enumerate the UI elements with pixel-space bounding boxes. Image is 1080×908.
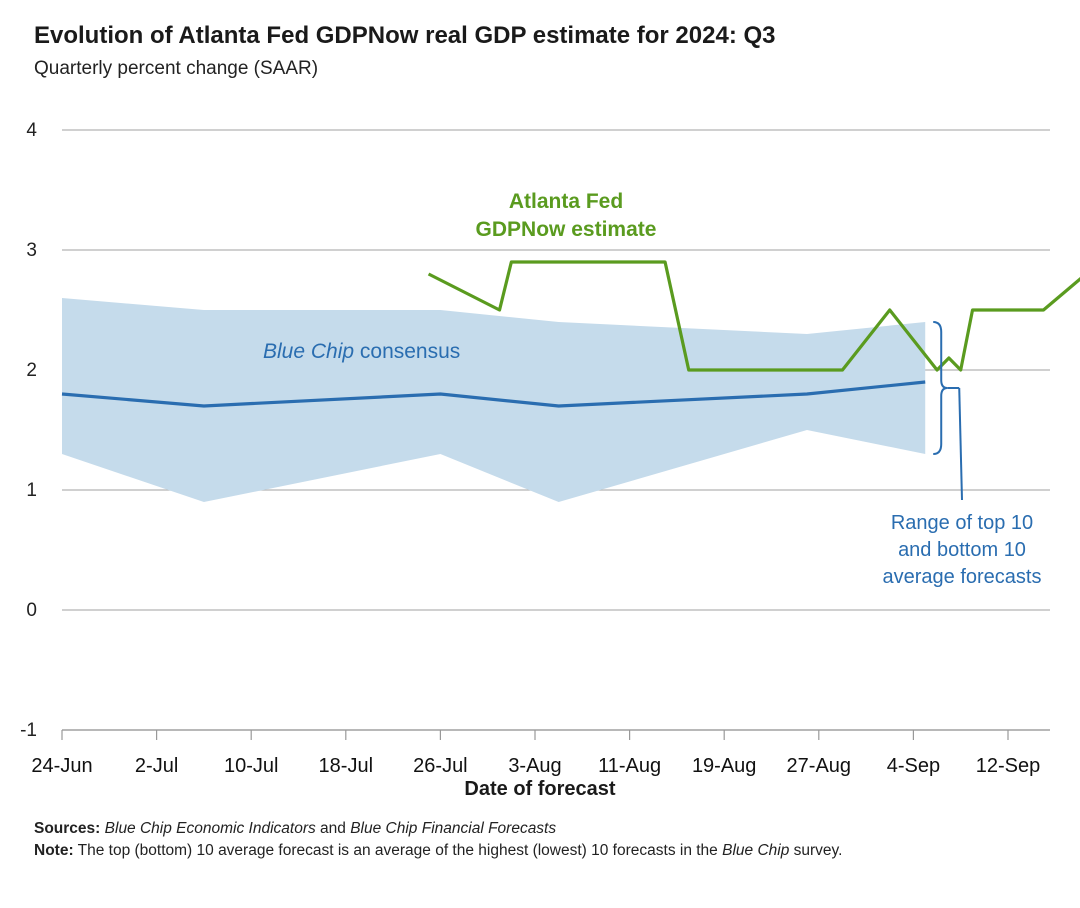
x-tick-label: 24-Jun	[31, 755, 92, 777]
consensus-label-italic: Blue Chip	[263, 340, 354, 363]
sources-text-1: Blue Chip Economic Indicators	[104, 820, 316, 837]
sources-line: Sources: Blue Chip Economic Indicators a…	[34, 818, 1054, 840]
x-tick-label: 2-Jul	[135, 755, 178, 777]
note-text: The top (bottom) 10 average forecast is …	[73, 842, 723, 859]
y-tick-label: 0	[26, 600, 37, 621]
x-tick-label: 4-Sep	[887, 755, 940, 777]
y-tick-label: -1	[20, 720, 37, 741]
x-tick-label: 19-Aug	[692, 755, 757, 777]
range-label-line2: and bottom 10	[898, 539, 1026, 561]
x-tick-label: 27-Aug	[787, 755, 852, 777]
x-tick-label: 11-Aug	[598, 755, 661, 777]
gdpnow-label-line1: Atlanta Fed	[509, 190, 623, 213]
sources-and: and	[315, 820, 351, 837]
range-label-line1: Range of top 10	[891, 512, 1033, 534]
note-label: Note:	[34, 842, 74, 859]
note-line: Note: The top (bottom) 10 average foreca…	[34, 840, 1054, 862]
x-tick-label: 26-Jul	[413, 755, 467, 777]
y-tick-label: 4	[26, 120, 37, 141]
x-tick-label: 10-Jul	[224, 755, 278, 777]
x-axis-label: Date of forecast	[464, 778, 616, 800]
sources-text-2: Blue Chip Financial Forecasts	[350, 820, 557, 837]
y-tick-label: 1	[26, 480, 37, 501]
range-pointer-line	[958, 387, 963, 501]
gdpnow-label-line2: GDPNow estimate	[476, 218, 657, 241]
note-end: survey.	[789, 842, 843, 859]
x-tick-label: 3-Aug	[508, 755, 561, 777]
chart-subtitle: Quarterly percent change (SAAR)	[34, 58, 319, 79]
gdpnow-line	[427, 260, 1080, 372]
x-tick-label: 18-Jul	[319, 755, 373, 777]
y-tick-label: 3	[26, 240, 37, 261]
chart-notes: Sources: Blue Chip Economic Indicators a…	[34, 818, 1054, 862]
y-tick-label: 2	[26, 360, 37, 381]
x-tick-label: 12-Sep	[976, 755, 1041, 777]
consensus-line	[61, 380, 926, 408]
sources-label: Sources:	[34, 820, 101, 837]
note-italic: Blue Chip	[722, 842, 790, 859]
chart-title: Evolution of Atlanta Fed GDPNow real GDP…	[34, 22, 776, 49]
consensus-label-rest: consensus	[354, 340, 460, 363]
range-bracket	[933, 321, 948, 455]
consensus-label: Blue Chip consensus	[263, 340, 460, 363]
range-label-line3: average forecasts	[883, 566, 1042, 588]
